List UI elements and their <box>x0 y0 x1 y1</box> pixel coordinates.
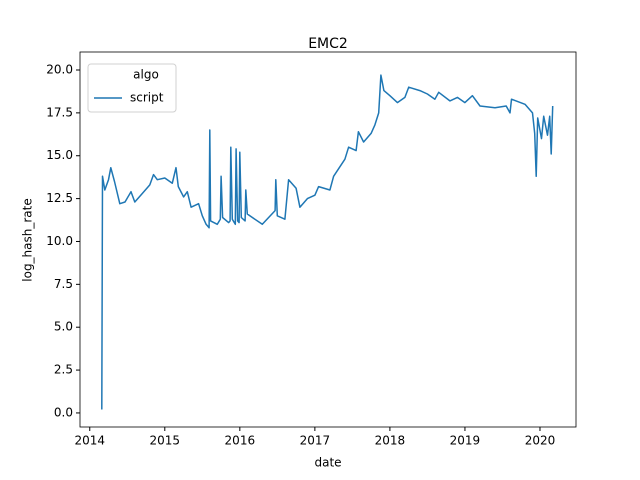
data-line <box>101 74 554 410</box>
y-tick-label: 0.0 <box>54 405 73 419</box>
legend-label: script <box>130 91 164 105</box>
x-tick-label: 2019 <box>450 434 481 448</box>
x-tick-label: 2017 <box>300 434 331 448</box>
legend-box <box>87 63 177 113</box>
y-tick-label: 10.0 <box>46 234 73 248</box>
x-tick-label: 2020 <box>525 434 556 448</box>
y-tick-label: 20.0 <box>46 63 73 77</box>
y-tick-label: 5.0 <box>54 320 73 334</box>
y-tick-label: 12.5 <box>46 191 73 205</box>
x-tick-label: 2016 <box>225 434 256 448</box>
x-tick-label: 2015 <box>150 434 181 448</box>
y-tick-label: 17.5 <box>46 105 73 119</box>
y-axis-label: log_hash_rate <box>21 198 35 281</box>
plot-frame <box>79 51 577 428</box>
y-tick-label: 7.5 <box>54 277 73 291</box>
y-tick-label: 2.5 <box>54 363 73 377</box>
y-tick-label: 15.0 <box>46 148 73 162</box>
x-axis-label: date <box>314 456 341 470</box>
chart-title: EMC2 <box>308 36 348 52</box>
x-tick-label: 2018 <box>375 434 406 448</box>
legend-title: algo <box>133 68 159 82</box>
x-tick-label: 2014 <box>74 434 105 448</box>
